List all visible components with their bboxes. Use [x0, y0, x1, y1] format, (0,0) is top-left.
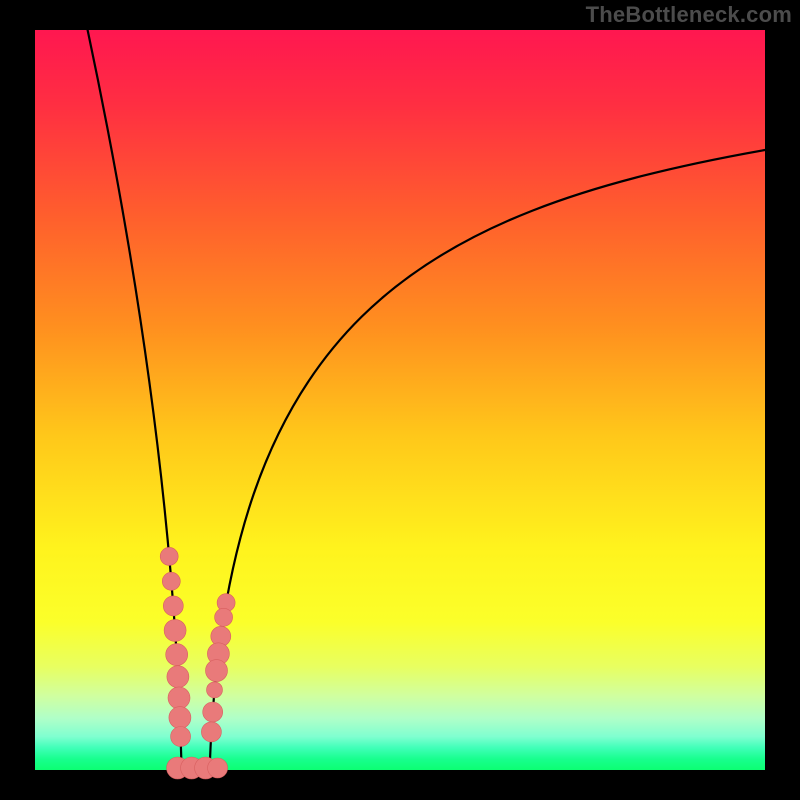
data-marker: [208, 758, 228, 778]
chart-canvas: TheBottleneck.com: [0, 0, 800, 800]
data-marker: [169, 707, 191, 729]
data-marker: [203, 702, 223, 722]
data-marker: [163, 596, 183, 616]
plot-area: [35, 30, 765, 770]
data-marker: [207, 682, 223, 698]
bottleneck-chart-svg: [0, 0, 800, 800]
data-marker: [166, 644, 188, 666]
data-marker: [201, 722, 221, 742]
data-marker: [215, 608, 233, 626]
watermark-text: TheBottleneck.com: [586, 2, 792, 28]
data-marker: [164, 619, 186, 641]
data-marker: [206, 660, 228, 682]
data-marker: [167, 666, 189, 688]
data-marker: [162, 572, 180, 590]
data-marker: [168, 687, 190, 709]
data-marker: [160, 547, 178, 565]
data-marker: [171, 727, 191, 747]
